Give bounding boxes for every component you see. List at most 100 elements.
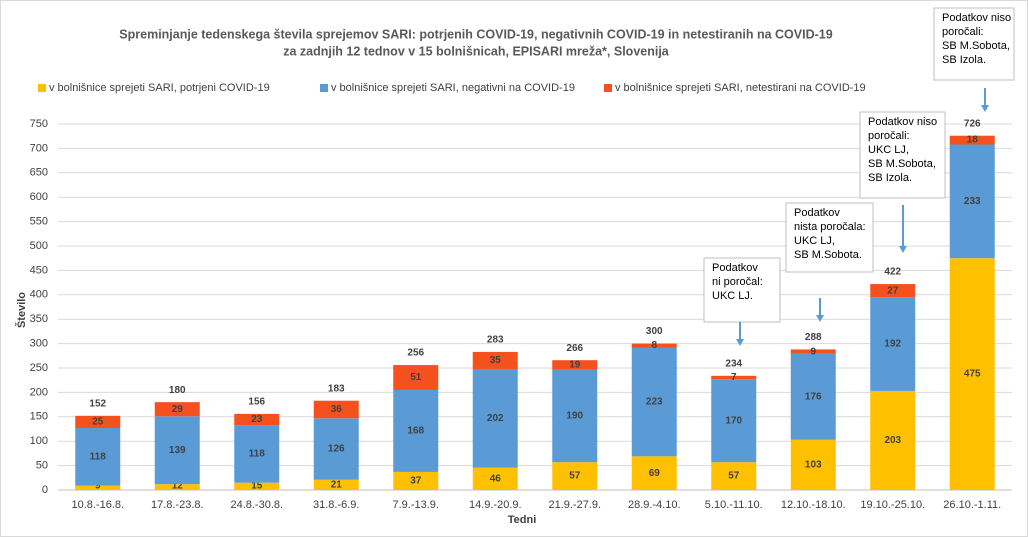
annotation-text: nista poročala: xyxy=(794,221,866,233)
bar-segment xyxy=(631,347,677,457)
total-label: 422 xyxy=(884,267,901,278)
bar-segment xyxy=(711,375,757,380)
value-label: 37 xyxy=(410,476,422,487)
total-label: 152 xyxy=(89,398,106,409)
y-tick-label: 350 xyxy=(30,313,48,325)
value-label: 202 xyxy=(487,413,504,424)
chart-title: za zadnjih 12 tednov v 15 bolnišnicah, E… xyxy=(283,44,670,58)
legend-label: v bolnišnice sprejeti SARI, potrjeni COV… xyxy=(49,82,270,94)
annotation-arrowhead xyxy=(981,105,989,112)
value-label: 170 xyxy=(725,415,742,426)
value-label: 190 xyxy=(566,410,583,421)
x-tick-label: 21.9.-27.9. xyxy=(548,499,601,511)
value-label: 36 xyxy=(331,404,343,415)
value-label: 29 xyxy=(172,404,184,415)
bar-segment xyxy=(949,258,995,490)
bar-segment xyxy=(75,428,121,486)
total-label: 234 xyxy=(725,358,742,369)
bar-segment xyxy=(790,439,836,490)
annotation-text: UKC LJ, xyxy=(868,144,909,156)
annotation-arrowhead xyxy=(899,246,907,253)
y-tick-label: 650 xyxy=(30,167,48,179)
value-label: 475 xyxy=(964,369,981,380)
annotation-arrowhead xyxy=(736,339,744,346)
annotation-text: SB M.Sobota. xyxy=(794,249,862,261)
value-label: 233 xyxy=(964,196,981,207)
x-tick-label: 10.8.-16.8. xyxy=(71,499,124,511)
total-label: 256 xyxy=(407,348,424,359)
value-label: 118 xyxy=(249,449,266,460)
value-label: 46 xyxy=(490,473,502,484)
value-label: 12 xyxy=(172,481,184,492)
total-label: 288 xyxy=(805,332,822,343)
value-label: 7 xyxy=(731,372,737,383)
bar-segment xyxy=(949,144,995,259)
value-label: 192 xyxy=(884,339,901,350)
legend-label: v bolnišnice sprejeti SARI, negativni na… xyxy=(331,82,575,94)
bar-segment xyxy=(949,135,995,145)
total-label: 300 xyxy=(646,326,663,337)
y-tick-label: 150 xyxy=(30,411,48,423)
x-tick-label: 14.9.-20.9. xyxy=(469,499,522,511)
annotation-text: Podatkov niso xyxy=(868,116,937,128)
bar-segment xyxy=(631,343,677,348)
bar-segment xyxy=(234,482,280,490)
legend-swatch xyxy=(38,84,46,92)
bar-segment xyxy=(472,368,518,468)
value-label: 69 xyxy=(649,468,661,479)
total-label: 266 xyxy=(566,343,583,354)
x-tick-label: 5.10.-11.10. xyxy=(705,499,763,511)
value-label: 19 xyxy=(569,359,581,370)
bar-segment xyxy=(870,284,916,298)
value-label: 139 xyxy=(169,445,186,456)
y-tick-label: 700 xyxy=(30,142,48,154)
y-tick-label: 200 xyxy=(30,386,48,398)
total-label: 183 xyxy=(328,383,345,394)
x-tick-label: 26.10.-1.11. xyxy=(943,499,1001,511)
y-tick-label: 450 xyxy=(30,264,48,276)
value-label: 8 xyxy=(651,340,657,351)
annotation-box xyxy=(785,202,874,273)
value-label: 25 xyxy=(92,417,104,428)
bar-segment xyxy=(472,467,518,490)
legend-swatch xyxy=(604,84,612,92)
value-label: 23 xyxy=(251,414,263,425)
bar-segment xyxy=(313,479,359,490)
value-label: 21 xyxy=(331,480,343,491)
annotation-text: UKC LJ. xyxy=(712,290,753,302)
bar-segment xyxy=(393,365,439,390)
x-tick-label: 7.9.-13.9. xyxy=(393,499,439,511)
value-label: 118 xyxy=(90,451,107,462)
x-tick-label: 24.8.-30.8. xyxy=(230,499,283,511)
value-label: 9 xyxy=(810,346,816,357)
value-label: 27 xyxy=(887,285,899,296)
chart-title: Spreminjanje tedenskega števila sprejemo… xyxy=(119,27,832,41)
value-label: 57 xyxy=(728,471,740,482)
y-tick-label: 550 xyxy=(30,216,48,228)
value-label: 126 xyxy=(328,444,345,455)
bar-segment xyxy=(790,349,836,354)
value-label: 203 xyxy=(884,435,901,446)
annotation-text: SB M.Sobota, xyxy=(942,40,1010,52)
bar-segment xyxy=(75,415,121,429)
bar-segment xyxy=(393,389,439,472)
y-tick-label: 750 xyxy=(30,118,48,130)
bar-segment xyxy=(154,402,200,417)
y-tick-label: 600 xyxy=(30,191,48,203)
bar-segment xyxy=(313,400,359,419)
annotation-text: Podatkov xyxy=(712,262,758,274)
bar-segment xyxy=(711,462,757,490)
x-tick-label: 31.8.-6.9. xyxy=(313,499,359,511)
annotation-text: SB Izola. xyxy=(942,54,986,66)
annotation-text: Podatkov niso xyxy=(942,12,1011,24)
y-tick-label: 0 xyxy=(42,484,48,496)
total-label: 726 xyxy=(964,118,981,129)
y-tick-label: 500 xyxy=(30,240,48,252)
y-tick-label: 250 xyxy=(30,362,48,374)
value-label: 57 xyxy=(569,471,581,482)
y-tick-label: 300 xyxy=(30,338,48,350)
value-label: 168 xyxy=(407,426,424,437)
bar-segment xyxy=(870,297,916,391)
bar-segment xyxy=(631,456,677,490)
